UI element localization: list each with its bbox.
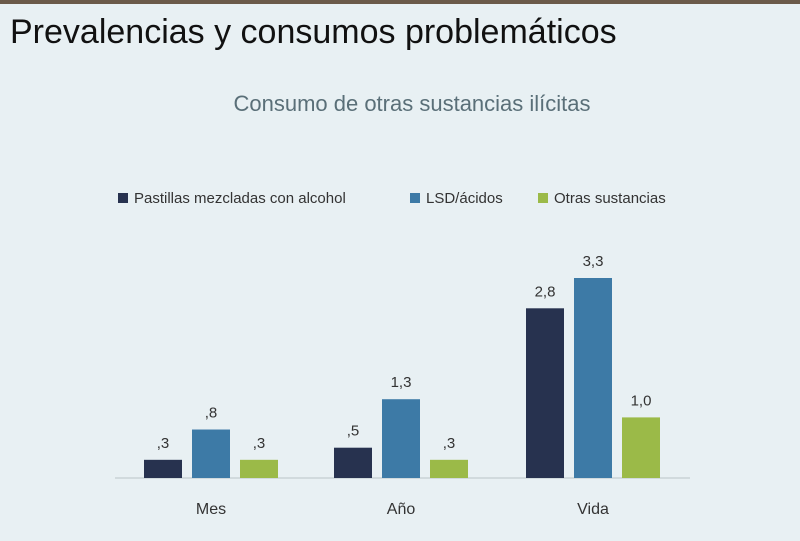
bar [144, 459, 182, 478]
x-tick-label: Año [387, 501, 416, 518]
bar [430, 459, 468, 478]
value-label: 2,8 [535, 283, 556, 300]
bar [382, 399, 420, 478]
bar [574, 278, 612, 478]
frame-edge [0, 0, 800, 4]
value-label: 3,3 [583, 253, 604, 270]
value-label: 1,3 [391, 374, 412, 391]
value-label: ,8 [205, 404, 218, 421]
value-label: ,3 [253, 435, 266, 452]
bar [240, 459, 278, 478]
value-label: ,5 [347, 423, 360, 440]
x-tick-label: Vida [577, 501, 609, 518]
x-tick-label: Mes [196, 501, 226, 518]
legend-swatch [538, 193, 548, 203]
legend-swatch [410, 193, 420, 203]
legend-swatch [118, 193, 128, 203]
chart-title: Consumo de otras sustancias ilícitas [233, 91, 590, 116]
value-label: ,3 [157, 435, 170, 452]
slide-title: Prevalencias y consumos problemáticos [10, 13, 617, 51]
bar [192, 429, 230, 478]
value-label: ,3 [443, 435, 456, 452]
bar [334, 447, 372, 478]
value-label: 1,0 [631, 392, 652, 409]
bar [622, 417, 660, 478]
legend-label: LSD/ácidos [426, 190, 503, 207]
legend-label: Pastillas mezcladas con alcohol [134, 190, 346, 207]
bar [526, 308, 564, 478]
legend-label: Otras sustancias [554, 190, 666, 207]
